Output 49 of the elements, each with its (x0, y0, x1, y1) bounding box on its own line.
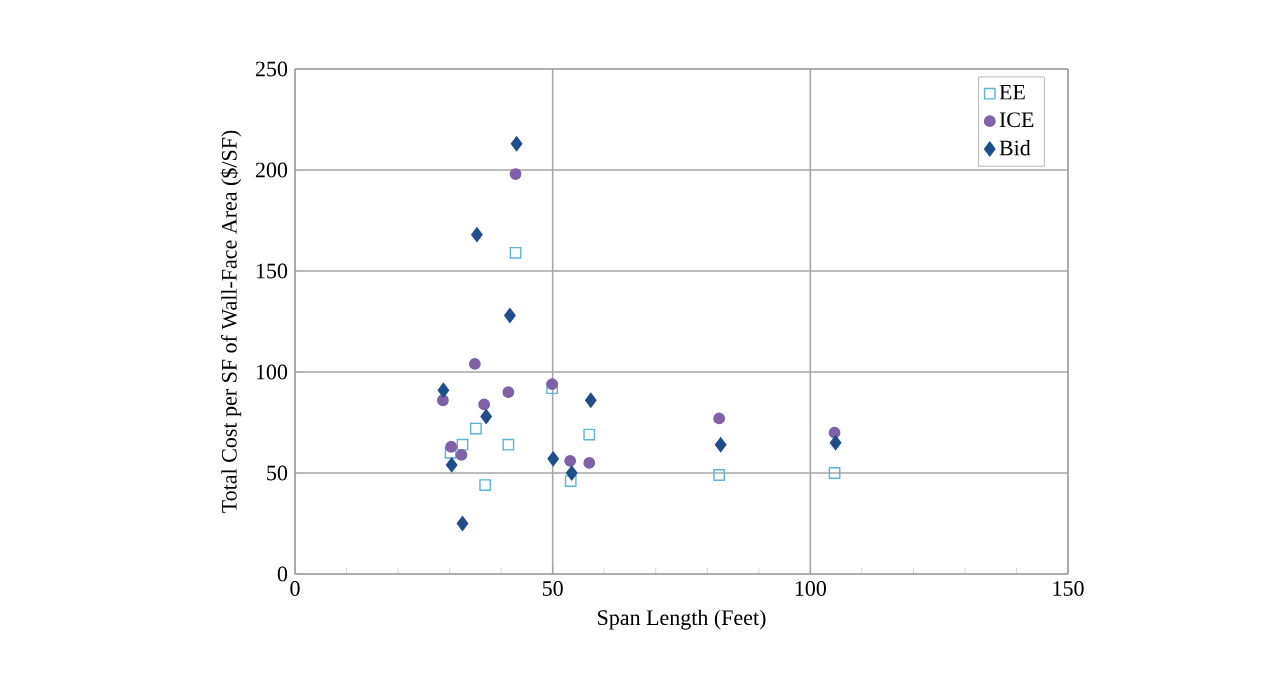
point (504, 307, 516, 323)
point (546, 378, 559, 391)
legend-label: Bid (999, 139, 1031, 156)
y-tick-label: 200 (255, 162, 288, 178)
point (546, 382, 559, 395)
point (509, 246, 522, 259)
point (828, 467, 841, 479)
point (471, 227, 483, 243)
point (713, 412, 726, 425)
point (444, 446, 457, 459)
x-tick-label: 0 (290, 581, 300, 596)
point (456, 438, 469, 451)
x-tick-label: 150 (1053, 581, 1084, 596)
point (455, 448, 468, 461)
legend-label: EE (999, 84, 1025, 100)
x-tick-label: 100 (795, 581, 826, 596)
y-tick-label: 0 (277, 566, 288, 582)
point (564, 454, 577, 467)
y-tick-label: 100 (256, 364, 288, 380)
x-axis-title: Span Length (Feet) (598, 609, 766, 630)
point (502, 438, 515, 451)
point (456, 515, 469, 531)
y-tick-label: 250 (255, 61, 288, 77)
x-tick-label: 50 (542, 581, 563, 596)
point (583, 456, 596, 469)
point (547, 451, 559, 467)
point (585, 392, 597, 408)
point (445, 457, 458, 473)
point (510, 136, 523, 152)
point (445, 440, 458, 453)
point (714, 437, 727, 453)
point (480, 408, 492, 424)
point (469, 422, 482, 435)
point (502, 386, 515, 399)
y-axis-title: Total Cost per SF of Wall-Face Area ($/SF) (220, 130, 242, 513)
y-tick-label: 150 (256, 263, 288, 279)
legend-label: ICE (999, 112, 1034, 128)
point (713, 469, 726, 481)
point (564, 475, 577, 487)
point (468, 358, 481, 370)
point (437, 382, 450, 398)
y-tick-label: 50 (267, 465, 288, 481)
point (565, 465, 578, 481)
point (829, 435, 842, 451)
point (509, 168, 522, 180)
point (479, 479, 492, 492)
point (583, 428, 596, 441)
point (478, 398, 491, 411)
point (437, 394, 449, 407)
